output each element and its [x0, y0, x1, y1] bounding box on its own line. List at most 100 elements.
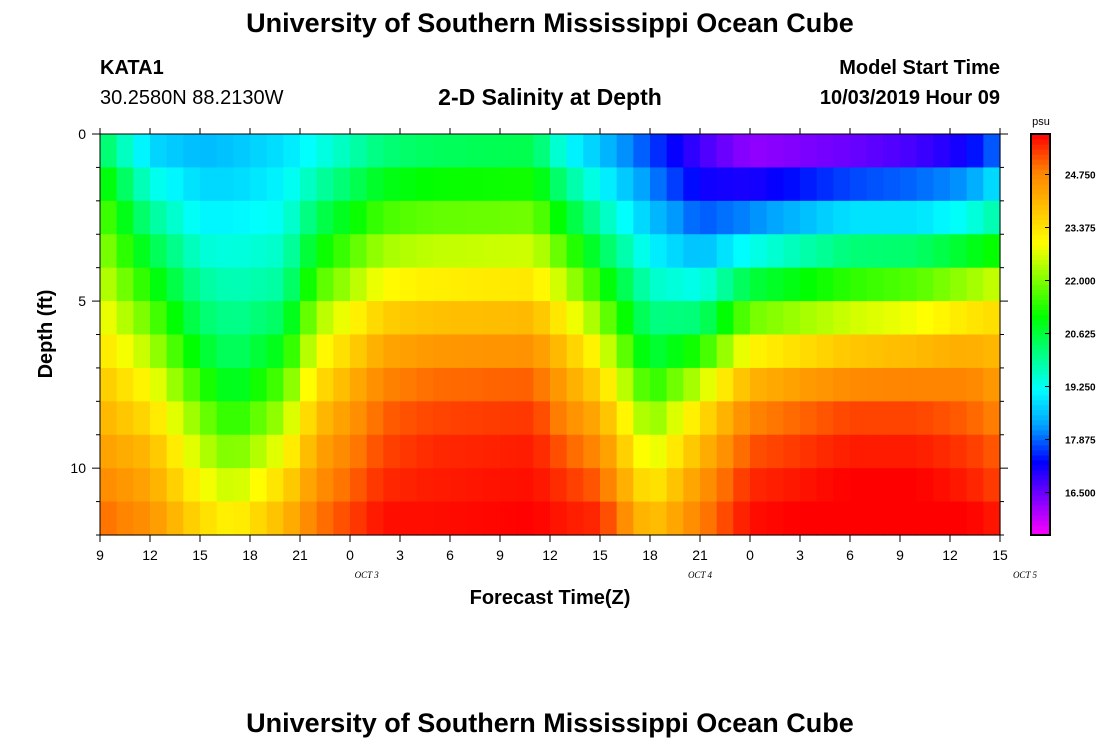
heatmap-cell	[550, 301, 568, 336]
heatmap-cell	[150, 367, 168, 402]
colorbar-segment	[1031, 494, 1050, 501]
heatmap-cell	[566, 501, 584, 536]
heatmap-cell	[916, 200, 934, 235]
heatmap-cell	[316, 301, 334, 336]
heatmap-cell	[100, 367, 118, 402]
heatmap-cell	[283, 134, 301, 169]
heatmap-cell	[133, 301, 151, 336]
heatmap-cell	[233, 134, 251, 169]
heatmap-cell	[683, 200, 701, 235]
heatmap-cell	[483, 401, 501, 436]
heatmap-cell	[383, 401, 401, 436]
heatmap-cell	[316, 367, 334, 402]
heatmap-cell	[416, 367, 434, 402]
heatmap-cell	[216, 501, 234, 536]
heatmap-cell	[750, 301, 768, 336]
colorbar-segment	[1031, 259, 1050, 265]
heatmap-cell	[583, 167, 601, 202]
chart-subtitle: 2-D Salinity at Depth	[438, 84, 662, 110]
heatmap-cell	[333, 134, 351, 169]
heatmap-cell	[616, 334, 634, 369]
heatmap-cell	[166, 468, 184, 503]
colorbar-segment	[1031, 459, 1050, 466]
heatmap-cell	[533, 367, 551, 402]
heatmap-cell	[966, 167, 984, 202]
colorbar-segment	[1031, 414, 1050, 421]
heatmap-cell	[466, 401, 484, 436]
heatmap-cell	[583, 301, 601, 336]
colorbar-segment	[1031, 519, 1050, 526]
heatmap-cell	[400, 200, 418, 235]
heatmap-cell	[183, 468, 201, 503]
heatmap-cell	[333, 434, 351, 469]
heatmap-cell	[566, 200, 584, 235]
colorbar-segment	[1031, 189, 1050, 195]
heatmap-cell	[100, 301, 118, 336]
heatmap-cell	[816, 167, 834, 202]
heatmap-cell	[550, 501, 568, 536]
heatmap-cell	[300, 200, 318, 235]
heatmap-cell	[450, 367, 468, 402]
colorbar-segment	[1031, 399, 1050, 406]
colorbar-segment	[1031, 419, 1050, 426]
heatmap-cell	[100, 167, 118, 202]
heatmap-cell	[316, 501, 334, 536]
heatmap-cell	[333, 200, 351, 235]
heatmap-cell	[700, 267, 718, 302]
heatmap-cell	[850, 468, 868, 503]
x-tick-label: 3	[396, 547, 404, 563]
heatmap-cell	[716, 134, 734, 169]
heatmap-cell	[883, 234, 901, 269]
heatmap-cell	[433, 167, 451, 202]
heatmap-cell	[883, 468, 901, 503]
colorbar-segment	[1031, 354, 1050, 361]
heatmap-cell	[150, 167, 168, 202]
heatmap-cell	[400, 301, 418, 336]
heatmap-cell	[133, 267, 151, 302]
heatmap-cell	[483, 267, 501, 302]
x-axis-label: Forecast Time(Z)	[470, 587, 631, 609]
colorbar-segment	[1031, 359, 1050, 366]
heatmap-cell	[333, 267, 351, 302]
heatmap-cell	[650, 468, 668, 503]
heatmap-cell	[416, 468, 434, 503]
heatmap-cell	[366, 434, 384, 469]
station-id: KATA1	[100, 57, 164, 79]
heatmap-cell	[716, 334, 734, 369]
heatmap-cell	[250, 501, 268, 536]
heatmap-cell	[516, 468, 534, 503]
heatmap-cell	[750, 401, 768, 436]
heatmap-cell	[116, 401, 134, 436]
heatmap-cell	[616, 200, 634, 235]
colorbar-tick-label: 22.000	[1065, 277, 1096, 288]
colorbar-segment	[1031, 269, 1050, 275]
colorbar-segment	[1031, 239, 1050, 245]
heatmap-cell	[266, 134, 284, 169]
heatmap-cell	[533, 234, 551, 269]
heatmap-cell	[383, 301, 401, 336]
heatmap-cell	[416, 200, 434, 235]
heatmap-cell	[700, 301, 718, 336]
heatmap-cell	[816, 267, 834, 302]
heatmap-cell	[283, 334, 301, 369]
heatmap-cell	[700, 501, 718, 536]
heatmap-cell	[450, 167, 468, 202]
heatmap-cell	[100, 134, 118, 169]
heatmap-cell	[633, 401, 651, 436]
heatmap-cell	[883, 434, 901, 469]
heatmap-cell	[333, 167, 351, 202]
heatmap-cell	[416, 267, 434, 302]
heatmap-cell	[283, 367, 301, 402]
heatmap-cell	[816, 200, 834, 235]
heatmap-cell	[633, 234, 651, 269]
heatmap-cell	[116, 134, 134, 169]
colorbar-segment	[1031, 489, 1050, 496]
heatmap-cell	[800, 301, 818, 336]
heatmap-cell	[933, 401, 951, 436]
heatmap-cell	[500, 468, 518, 503]
heatmap-cell	[283, 167, 301, 202]
heatmap-cell	[716, 267, 734, 302]
heatmap-cell	[383, 367, 401, 402]
heatmap-cell	[100, 401, 118, 436]
heatmap-cell	[316, 267, 334, 302]
